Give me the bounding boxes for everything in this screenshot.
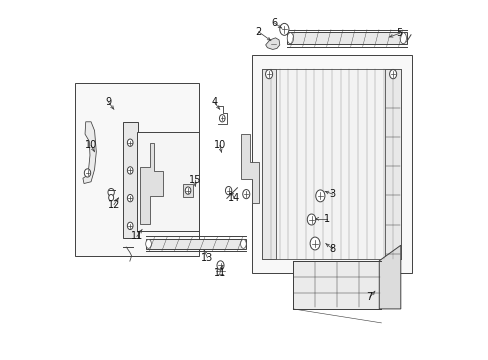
Ellipse shape [217, 261, 224, 270]
Ellipse shape [84, 169, 90, 177]
Ellipse shape [265, 69, 272, 79]
Ellipse shape [127, 167, 133, 174]
Ellipse shape [309, 237, 319, 250]
Ellipse shape [108, 189, 114, 196]
Bar [145, 239, 246, 249]
Bar [183, 184, 193, 197]
Ellipse shape [279, 23, 288, 35]
Bar [384, 69, 401, 259]
Text: 14: 14 [227, 193, 240, 203]
Polygon shape [83, 122, 96, 184]
Text: 3: 3 [329, 189, 335, 199]
Ellipse shape [108, 194, 113, 201]
Text: 2: 2 [255, 27, 261, 37]
Polygon shape [241, 134, 258, 203]
Bar [122, 122, 137, 238]
Text: 9: 9 [105, 98, 111, 107]
Text: 7: 7 [366, 292, 372, 302]
Text: 10: 10 [85, 140, 97, 150]
Ellipse shape [389, 69, 396, 79]
Polygon shape [265, 38, 279, 49]
Ellipse shape [240, 239, 246, 248]
Ellipse shape [225, 186, 231, 195]
Text: 4: 4 [211, 98, 217, 107]
Text: 6: 6 [271, 18, 277, 28]
Text: 10: 10 [213, 140, 225, 150]
Ellipse shape [306, 214, 315, 225]
Ellipse shape [127, 222, 133, 230]
Bar [286, 32, 406, 44]
Ellipse shape [286, 33, 293, 44]
Bar [137, 132, 198, 231]
Bar [293, 261, 381, 309]
Bar [262, 69, 401, 259]
Ellipse shape [242, 189, 249, 199]
Text: 12: 12 [107, 200, 120, 210]
Text: 11: 11 [213, 269, 225, 279]
Bar [75, 83, 198, 256]
Ellipse shape [127, 139, 133, 147]
Ellipse shape [315, 190, 324, 202]
Ellipse shape [145, 239, 151, 248]
Text: 13: 13 [201, 253, 213, 262]
Polygon shape [379, 245, 400, 309]
Text: 11: 11 [130, 231, 142, 242]
Text: 8: 8 [329, 244, 335, 254]
Ellipse shape [127, 194, 133, 202]
Ellipse shape [399, 33, 406, 44]
Ellipse shape [185, 187, 190, 194]
Text: 15: 15 [188, 175, 201, 185]
Ellipse shape [219, 114, 224, 122]
Polygon shape [140, 143, 163, 224]
Bar [262, 69, 276, 259]
Bar [251, 55, 411, 274]
Text: 5: 5 [396, 28, 402, 38]
Text: 1: 1 [324, 214, 330, 224]
